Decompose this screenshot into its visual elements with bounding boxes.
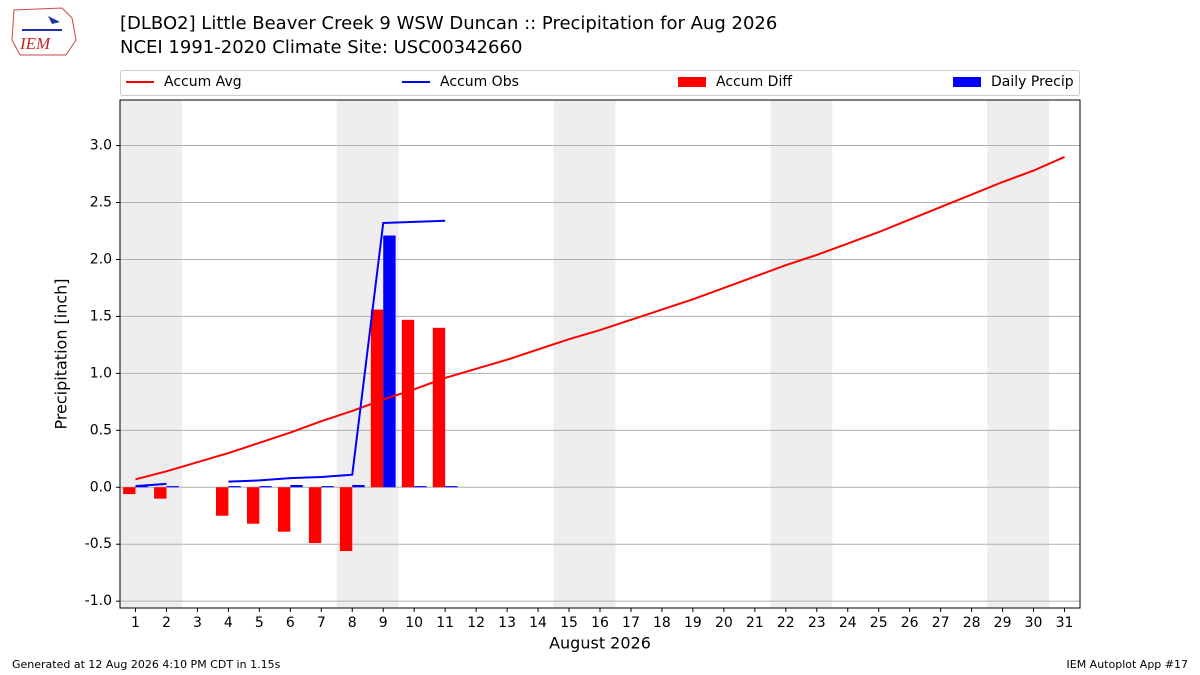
chart-subtitle: NCEI 1991-2020 Climate Site: USC00342660: [120, 37, 522, 58]
bar: [352, 484, 365, 488]
bar: [216, 487, 229, 516]
x-tick-label: 16: [591, 615, 609, 631]
y-tick-label: 0.0: [90, 479, 112, 495]
weekend-shade: [120, 100, 182, 608]
bar: [154, 487, 167, 499]
legend-label: Accum Avg: [164, 74, 242, 90]
x-tick-label: 25: [870, 615, 888, 631]
y-tick-label: 2.5: [90, 195, 112, 211]
legend-label: Accum Obs: [440, 74, 519, 90]
x-tick-label: 24: [839, 615, 857, 631]
bar: [135, 486, 148, 488]
y-tick-label: 2.0: [90, 251, 112, 267]
bar: [370, 309, 384, 488]
x-tick-label: 21: [746, 615, 764, 631]
x-tick-label: 20: [715, 615, 733, 631]
weekend-shade: [770, 100, 833, 608]
chart-title: [DLBO2] Little Beaver Creek 9 WSW Duncan…: [120, 13, 777, 34]
x-tick-label: 17: [622, 615, 640, 631]
x-tick-label: 10: [405, 615, 423, 631]
plot-frame: [119, 99, 1081, 609]
bar: [321, 486, 334, 488]
x-tick-label: 11: [436, 615, 454, 631]
bar: [308, 487, 322, 544]
y-tick-label: -1.0: [85, 593, 112, 609]
x-tick-label: 26: [901, 615, 919, 631]
x-tick-label: 3: [193, 615, 202, 631]
bar: [123, 487, 136, 495]
x-tick-label: 6: [286, 615, 295, 631]
legend-swatch: [678, 77, 706, 87]
bar: [383, 235, 396, 488]
y-axis-label: Precipitation [inch]: [52, 278, 71, 429]
bar: [401, 319, 415, 488]
x-tick-label: 8: [348, 615, 357, 631]
x-tick-label: 1: [131, 615, 140, 631]
y-tick-label: 0.5: [90, 422, 112, 438]
x-tick-label: 28: [963, 615, 981, 631]
bar: [277, 487, 291, 532]
footer-right: IEM Autoplot App #17: [1067, 658, 1189, 671]
x-tick-label: 30: [1025, 615, 1043, 631]
logo-text: IEM: [19, 34, 51, 53]
y-tick-label: 3.0: [90, 138, 112, 154]
legend-label: Accum Diff: [716, 74, 792, 90]
x-tick-label: 29: [994, 615, 1012, 631]
x-tick-label: 7: [317, 615, 326, 631]
y-tick-label: 1.0: [90, 365, 112, 381]
bar: [445, 486, 458, 488]
x-tick-label: 5: [255, 615, 264, 631]
x-tick-label: 19: [684, 615, 702, 631]
x-tick-label: 12: [467, 615, 485, 631]
x-tick-label: 9: [379, 615, 388, 631]
bar: [432, 327, 446, 488]
x-tick-label: 22: [777, 615, 795, 631]
logo-outline: [11, 7, 77, 56]
bar: [246, 487, 260, 524]
weekend-shade: [553, 100, 616, 608]
logo: IEM: [11, 7, 77, 56]
line: [135, 219, 446, 488]
y-tick-label: 1.5: [90, 308, 112, 324]
footer-left: Generated at 12 Aug 2026 4:10 PM CDT in …: [12, 658, 281, 671]
x-tick-label: 31: [1056, 615, 1074, 631]
y-tick-label: -0.5: [85, 536, 112, 552]
bar: [339, 487, 353, 552]
x-tick-label: 15: [560, 615, 578, 631]
line: [135, 156, 1065, 481]
x-axis-label: August 2026: [549, 634, 651, 653]
x-tick-label: 2: [162, 615, 171, 631]
x-tick-label: 4: [224, 615, 233, 631]
legend-box: [120, 70, 1080, 96]
legend-label: Daily Precip: [991, 74, 1074, 90]
legend-swatch: [953, 77, 981, 87]
x-tick-label: 13: [498, 615, 516, 631]
bar: [414, 486, 427, 488]
x-tick-label: 18: [653, 615, 671, 631]
bar: [259, 486, 272, 488]
x-tick-label: 27: [932, 615, 950, 631]
x-tick-label: 23: [808, 615, 826, 631]
bar: [290, 484, 303, 488]
bar: [166, 486, 179, 488]
x-tick-label: 14: [529, 615, 547, 631]
logo-shape: [48, 16, 60, 24]
bar: [228, 486, 241, 488]
